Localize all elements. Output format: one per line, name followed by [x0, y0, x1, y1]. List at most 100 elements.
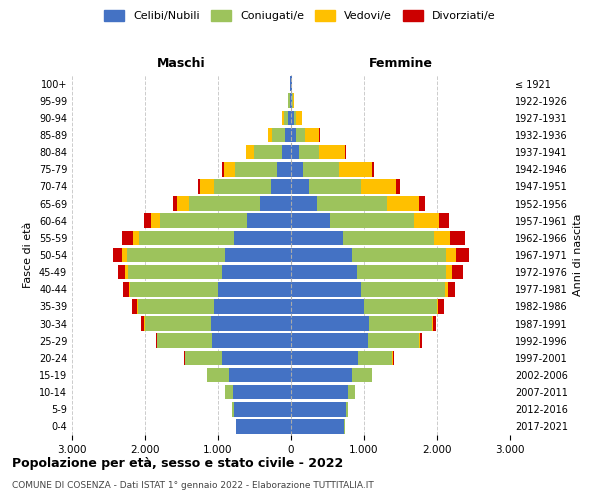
Y-axis label: Fasce di età: Fasce di età	[23, 222, 33, 288]
Bar	[247, 214, 291, 228]
Bar	[221, 265, 291, 280]
Bar	[420, 334, 422, 348]
Bar	[232, 402, 234, 416]
Bar	[291, 248, 352, 262]
Bar	[226, 385, 233, 400]
Bar	[439, 214, 449, 228]
Bar	[224, 162, 235, 176]
Bar	[329, 214, 413, 228]
Text: Popolazione per età, sesso e stato civile - 2022: Popolazione per età, sesso e stato civil…	[12, 458, 343, 470]
Bar	[293, 94, 294, 108]
Bar	[339, 162, 372, 176]
Bar	[122, 230, 133, 245]
Bar	[118, 265, 125, 280]
Bar	[234, 230, 291, 245]
Bar	[291, 145, 299, 160]
Bar	[419, 196, 425, 211]
Bar	[305, 128, 319, 142]
Bar	[151, 214, 160, 228]
Bar	[214, 179, 271, 194]
Bar	[352, 248, 446, 262]
Bar	[223, 162, 224, 176]
Bar	[369, 316, 432, 331]
Bar	[439, 299, 443, 314]
Bar	[291, 334, 368, 348]
Bar	[137, 299, 138, 314]
Bar	[291, 368, 352, 382]
Bar	[133, 230, 139, 245]
Bar	[254, 145, 281, 160]
Bar	[386, 196, 419, 211]
Bar	[291, 162, 302, 176]
Bar	[145, 316, 211, 331]
Bar	[413, 214, 439, 228]
Bar	[291, 316, 369, 331]
Bar	[214, 299, 291, 314]
Bar	[184, 350, 185, 365]
Bar	[130, 282, 218, 296]
Bar	[155, 334, 157, 348]
Bar	[450, 230, 465, 245]
Bar	[292, 94, 293, 108]
Bar	[291, 230, 343, 245]
Bar	[296, 128, 305, 142]
Bar	[448, 282, 455, 296]
Bar	[177, 196, 189, 211]
Bar	[291, 282, 361, 296]
Bar	[432, 316, 433, 331]
Bar	[260, 196, 291, 211]
Bar	[122, 248, 127, 262]
Bar	[235, 162, 277, 176]
Bar	[361, 282, 445, 296]
Bar	[113, 248, 122, 262]
Bar	[211, 316, 291, 331]
Bar	[291, 265, 356, 280]
Bar	[291, 299, 364, 314]
Bar	[272, 128, 285, 142]
Bar	[291, 402, 346, 416]
Bar	[218, 282, 291, 296]
Bar	[229, 368, 291, 382]
Bar	[291, 214, 329, 228]
Bar	[247, 145, 254, 160]
Bar	[293, 110, 296, 125]
Bar	[277, 162, 291, 176]
Bar	[288, 94, 290, 108]
Bar	[302, 162, 339, 176]
Bar	[282, 110, 284, 125]
Bar	[189, 196, 260, 211]
Bar	[317, 196, 386, 211]
Bar	[226, 248, 291, 262]
Bar	[123, 282, 129, 296]
Bar	[157, 334, 212, 348]
Bar	[445, 282, 448, 296]
Bar	[361, 179, 396, 194]
Bar	[200, 179, 214, 194]
Bar	[233, 385, 291, 400]
Bar	[132, 299, 137, 314]
Bar	[437, 299, 439, 314]
Bar	[356, 265, 446, 280]
Bar	[358, 350, 392, 365]
Bar	[345, 145, 346, 160]
Bar	[368, 334, 419, 348]
Bar	[456, 248, 469, 262]
Bar	[281, 145, 291, 160]
Bar	[271, 179, 291, 194]
Bar	[446, 248, 456, 262]
Bar	[446, 265, 452, 280]
Bar	[291, 179, 308, 194]
Bar	[138, 299, 214, 314]
Bar	[352, 368, 372, 382]
Bar	[129, 282, 130, 296]
Legend: Celibi/Nubili, Coniugati/e, Vedovi/e, Divorziati/e: Celibi/Nubili, Coniugati/e, Vedovi/e, Di…	[100, 6, 500, 26]
Bar	[288, 110, 291, 125]
Bar	[212, 334, 291, 348]
Bar	[372, 162, 374, 176]
Bar	[128, 265, 221, 280]
Bar	[291, 94, 292, 108]
Bar	[143, 214, 151, 228]
Bar	[285, 128, 291, 142]
Bar	[139, 230, 234, 245]
Bar	[291, 419, 344, 434]
